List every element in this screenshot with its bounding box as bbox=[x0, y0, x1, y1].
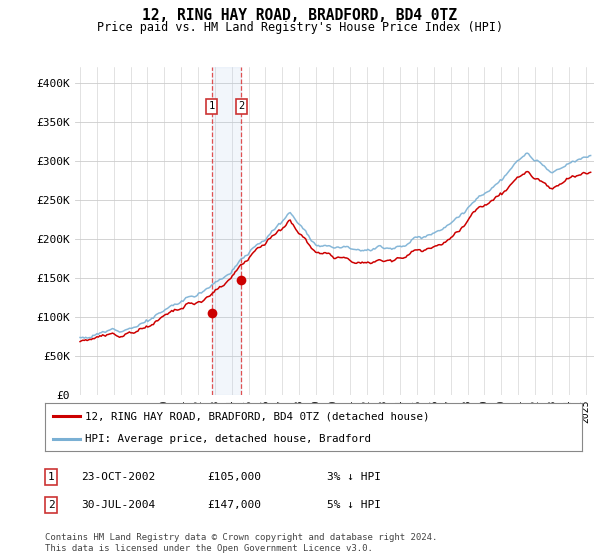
Bar bbox=[212, 67, 241, 395]
Text: £105,000: £105,000 bbox=[207, 472, 261, 482]
Text: 2: 2 bbox=[238, 101, 245, 111]
Text: Contains HM Land Registry data © Crown copyright and database right 2024.
This d: Contains HM Land Registry data © Crown c… bbox=[45, 533, 437, 553]
Text: 5% ↓ HPI: 5% ↓ HPI bbox=[327, 500, 381, 510]
Text: 1: 1 bbox=[47, 472, 55, 482]
Text: HPI: Average price, detached house, Bradford: HPI: Average price, detached house, Brad… bbox=[85, 434, 371, 444]
Text: 1: 1 bbox=[209, 101, 215, 111]
Text: 2: 2 bbox=[47, 500, 55, 510]
Text: Price paid vs. HM Land Registry's House Price Index (HPI): Price paid vs. HM Land Registry's House … bbox=[97, 21, 503, 34]
Text: £147,000: £147,000 bbox=[207, 500, 261, 510]
Text: 3% ↓ HPI: 3% ↓ HPI bbox=[327, 472, 381, 482]
Text: 12, RING HAY ROAD, BRADFORD, BD4 0TZ: 12, RING HAY ROAD, BRADFORD, BD4 0TZ bbox=[143, 8, 458, 24]
Text: 23-OCT-2002: 23-OCT-2002 bbox=[81, 472, 155, 482]
Text: 12, RING HAY ROAD, BRADFORD, BD4 0TZ (detached house): 12, RING HAY ROAD, BRADFORD, BD4 0TZ (de… bbox=[85, 411, 430, 421]
Text: 30-JUL-2004: 30-JUL-2004 bbox=[81, 500, 155, 510]
